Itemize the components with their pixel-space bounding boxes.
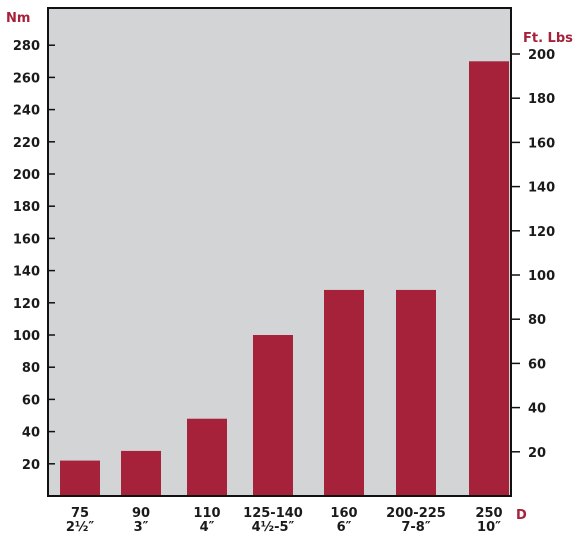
bar: [396, 289, 436, 496]
category-label-secondary: 4½-5″: [252, 520, 295, 535]
category-label-primary: 250: [475, 506, 502, 521]
category-label-primary: 160: [330, 506, 357, 521]
category-label-primary: 125-140: [243, 506, 303, 521]
category-label-primary: 90: [132, 506, 150, 521]
left-tick-label: 220: [13, 136, 40, 151]
right-tick-label: 20: [528, 446, 546, 461]
left-tick-label: 240: [13, 104, 40, 119]
right-tick-label: 140: [528, 181, 555, 196]
left-axis-ticks: 20 40 60 80 100 120 140 160 180 200 220 240 260 280: [13, 39, 55, 473]
right-tick-label: 60: [528, 357, 546, 372]
left-tick-label: 160: [13, 232, 40, 247]
left-tick-label: 260: [13, 71, 40, 86]
category-label-primary: 200-225: [386, 506, 446, 521]
right-axis-ticks: 20 40 60 80 100 120 140 160 180 200: [511, 48, 555, 461]
left-tick-label: 20: [22, 458, 40, 473]
left-tick-label: 120: [13, 297, 40, 312]
category-label-secondary: 3″: [134, 520, 149, 535]
category-label-secondary: 6″: [337, 520, 352, 535]
right-tick-label: 120: [528, 225, 555, 240]
category-label-secondary: 2½″: [66, 520, 95, 535]
category-label-primary: 75: [71, 506, 89, 521]
right-tick-label: 40: [528, 402, 546, 417]
right-tick-label: 160: [528, 136, 555, 151]
left-tick-label: 200: [13, 168, 40, 183]
bar: [121, 450, 161, 496]
left-tick-label: 80: [22, 361, 40, 376]
category-label-secondary: 7-8″: [401, 520, 430, 535]
bars-group: [60, 61, 509, 497]
category-label-secondary: 10″: [477, 520, 501, 535]
bar: [324, 289, 364, 496]
left-tick-label: 40: [22, 426, 40, 441]
right-tick-label: 100: [528, 269, 555, 284]
x-axis-unit-label: D: [516, 508, 527, 523]
right-tick-label: 180: [528, 92, 555, 107]
bar: [187, 418, 227, 496]
left-tick-label: 100: [13, 329, 40, 344]
left-axis-unit-label: Nm: [6, 11, 30, 26]
category-label-primary: 110: [193, 506, 220, 521]
bar: [253, 335, 293, 496]
right-axis-unit-label: Ft. Lbs: [523, 31, 573, 46]
right-tick-label: 200: [528, 48, 555, 63]
left-tick-label: 280: [13, 39, 40, 54]
left-tick-label: 180: [13, 200, 40, 215]
category-label-secondary: 4″: [200, 520, 215, 535]
left-tick-label: 140: [13, 265, 40, 280]
bar: [469, 61, 509, 497]
right-tick-label: 80: [528, 313, 546, 328]
bar: [60, 460, 100, 496]
left-tick-label: 60: [22, 393, 40, 408]
